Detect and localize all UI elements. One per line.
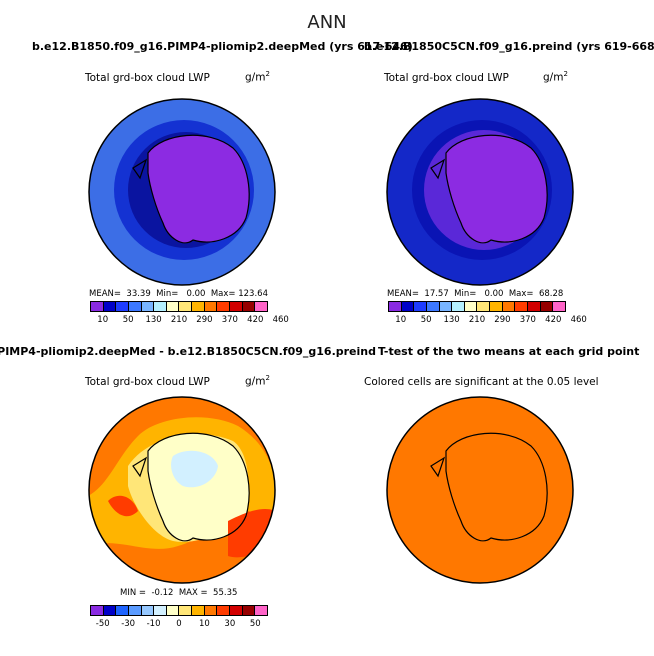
- colorbar-cell: [242, 302, 256, 311]
- panel2-case-title: b.e12.B1850C5CN.f09_g16.preind (yrs 619-…: [364, 40, 654, 53]
- panel2-map: [386, 98, 574, 286]
- season-title: ANN: [307, 12, 347, 33]
- colorbar-tick-label: 460: [272, 315, 289, 325]
- colorbar-tick-label: 130: [145, 315, 162, 325]
- colorbar-cell: [477, 302, 491, 311]
- panel1-coastline: [132, 134, 250, 244]
- colorbar-tick-label: -10: [146, 619, 161, 629]
- panel3-units: g/m2: [245, 374, 270, 388]
- panel2-variable-label: Total grd-box cloud LWP: [384, 72, 509, 84]
- panel3-coastline: [132, 432, 250, 542]
- colorbar-cell: [166, 606, 180, 615]
- panel4-coastline: [430, 432, 548, 542]
- colorbar-cell: [154, 606, 167, 615]
- panel2-units: g/m2: [543, 70, 568, 84]
- panel3-colorbar: [90, 605, 268, 616]
- colorbar-cell: [141, 606, 155, 615]
- panel3-colorbar-labels: -50 -30 -10 0 10 30 50: [90, 619, 268, 631]
- colorbar-cell: [464, 302, 478, 311]
- colorbar-cell: [204, 606, 218, 615]
- colorbar-cell: [528, 302, 541, 311]
- panel4-case-title: T-test of the two means at each grid poi…: [378, 345, 640, 358]
- colorbar-cell: [389, 302, 402, 311]
- colorbar-cell: [515, 302, 529, 311]
- colorbar-cell: [452, 302, 465, 311]
- colorbar-cell: [502, 302, 516, 311]
- colorbar-cell: [116, 302, 129, 311]
- panel1-antarctica-field: [148, 135, 250, 243]
- colorbar-tick-label: 210: [468, 315, 486, 325]
- panel3-variable-label: Total grd-box cloud LWP: [85, 376, 210, 388]
- panel2-antarctica-field: [446, 135, 548, 243]
- colorbar-tick-label: 130: [443, 315, 460, 325]
- colorbar-tick-label: 0: [176, 619, 182, 629]
- colorbar-cell: [128, 302, 142, 311]
- panel2-coastline: [430, 134, 548, 244]
- colorbar-cell: [179, 302, 193, 311]
- colorbar-tick-label: 50: [249, 619, 261, 629]
- colorbar-tick-label: 10: [97, 315, 109, 325]
- colorbar-cell: [414, 302, 427, 311]
- colorbar-cell: [553, 302, 565, 311]
- colorbar-tick-label: 30: [224, 619, 236, 629]
- colorbar-cell: [255, 302, 267, 311]
- panel4-significant-field: [387, 397, 573, 583]
- colorbar-tick-label: 290: [494, 315, 511, 325]
- colorbar-cell: [103, 606, 117, 615]
- colorbar-tick-label: 10: [199, 619, 210, 629]
- colorbar-tick-label: 420: [545, 315, 562, 325]
- panel1-stats: MEAN= 33.39 Min= 0.00 Max= 123.64: [89, 289, 268, 299]
- colorbar-cell: [217, 606, 231, 615]
- colorbar-cell: [230, 606, 243, 615]
- panel3-case-title: b.e12.B1850.f09_g16.PIMP4-pliomip2.deepM…: [0, 345, 376, 358]
- colorbar-cell: [242, 606, 256, 615]
- panel1-case-title: b.e12.B1850.f09_g16.PIMP4-pliomip2.deepM…: [32, 40, 413, 53]
- colorbar-cell: [179, 606, 193, 615]
- colorbar-cell: [217, 302, 231, 311]
- panel4-map: [386, 396, 574, 584]
- panel1-variable-label: Total grd-box cloud LWP: [85, 72, 210, 84]
- colorbar-cell: [540, 302, 554, 311]
- panel3-field-high-west: [108, 495, 138, 517]
- colorbar-cell: [192, 302, 205, 311]
- panel1-units: g/m2: [245, 70, 270, 84]
- colorbar-tick-label: -30: [121, 619, 136, 629]
- colorbar-cell: [166, 302, 180, 311]
- colorbar-cell: [91, 606, 104, 615]
- panel2-colorbar: [388, 301, 566, 312]
- colorbar-tick-label: 10: [395, 315, 407, 325]
- colorbar-tick-label: 50: [420, 315, 432, 325]
- colorbar-cell: [401, 302, 415, 311]
- colorbar-cell: [128, 606, 142, 615]
- colorbar-cell: [230, 302, 243, 311]
- colorbar-cell: [116, 606, 129, 615]
- panel2-stats: MEAN= 17.57 Min= 0.00 Max= 68.28: [387, 289, 564, 299]
- colorbar-cell: [91, 302, 104, 311]
- colorbar-tick-label: 370: [519, 315, 536, 325]
- panel1-colorbar-labels: 10 50 130 210 290 370 420 460: [90, 315, 289, 327]
- colorbar-cell: [204, 302, 218, 311]
- panel1-map: [88, 98, 276, 286]
- colorbar-cell: [103, 302, 117, 311]
- colorbar-cell: [426, 302, 440, 311]
- panel4-note: Colored cells are significant at the 0.0…: [364, 376, 599, 388]
- colorbar-tick-label: -50: [95, 619, 110, 629]
- panel2-colorbar-labels: 10 50 130 210 290 370 420 460: [388, 315, 587, 327]
- panel3-stats: MIN = -0.12 MAX = 55.35: [120, 588, 238, 598]
- colorbar-cell: [141, 302, 155, 311]
- colorbar-cell: [154, 302, 167, 311]
- panel3-interior-field: [171, 450, 218, 488]
- colorbar-cell: [255, 606, 267, 615]
- colorbar-tick-label: 290: [196, 315, 213, 325]
- colorbar-cell: [439, 302, 453, 311]
- colorbar-tick-label: 50: [122, 315, 134, 325]
- colorbar-cell: [490, 302, 503, 311]
- colorbar-tick-label: 460: [570, 315, 587, 325]
- panel1-colorbar: [90, 301, 268, 312]
- colorbar-tick-label: 420: [247, 315, 264, 325]
- panel3-map: [88, 396, 276, 584]
- colorbar-cell: [192, 606, 205, 615]
- colorbar-tick-label: 370: [221, 315, 238, 325]
- colorbar-tick-label: 210: [170, 315, 188, 325]
